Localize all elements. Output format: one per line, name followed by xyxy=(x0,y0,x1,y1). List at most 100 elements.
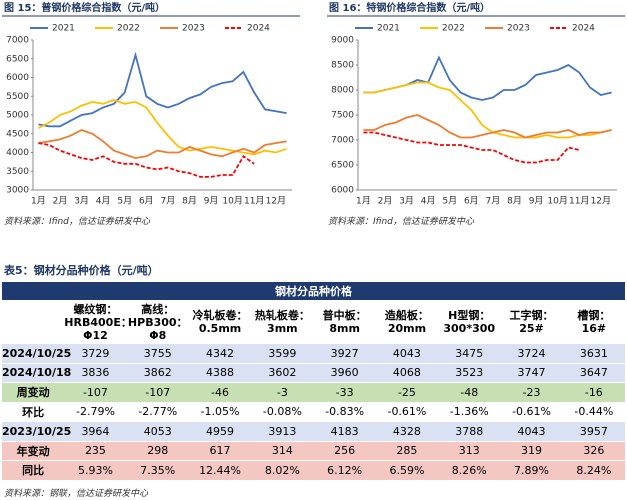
table-cell: -107 xyxy=(126,382,189,403)
legend-label: 2022 xyxy=(442,24,465,34)
table-caption: 钢材分品种价格 xyxy=(2,282,625,301)
x-tick-label: 9月 xyxy=(204,196,219,207)
charts: 图 15：普钢价格综合指数（元/吨） 3000 3500 4000 4500 5000 55… xyxy=(2,1,625,207)
header-cell: 造船板： 20mm xyxy=(375,300,439,344)
x-tick-label: 5月 xyxy=(117,196,132,207)
table-cell: 3960 xyxy=(313,363,376,383)
header-cell: 冷轧板卷： 0.5mm xyxy=(188,300,252,344)
table-cell: -48 xyxy=(438,382,501,403)
table-cell: 年变动 xyxy=(2,441,65,461)
table-cell: 4068 xyxy=(375,363,439,383)
table-cell: 313 xyxy=(438,441,501,461)
x-tick-label: 11月 xyxy=(244,196,264,207)
x-tick-label: 1月 xyxy=(356,196,371,207)
table-cell: 4183 xyxy=(313,421,376,442)
chart-title: 图 16：特钢价格综合指数（元/吨） xyxy=(329,1,490,14)
table-cell: 256 xyxy=(313,441,376,461)
table-row: 2023/10/25 3964 4053 4959 3913 4183 4328 3788 40… xyxy=(2,421,625,442)
table-cell: 3755 xyxy=(126,343,189,364)
y-tick-label: 9000 xyxy=(331,36,354,46)
table-cell: 4043 xyxy=(500,421,563,442)
table-cell: 4959 xyxy=(188,421,252,442)
table-row: 2024/10/25 3729 3755 4342 3599 3927 4043 3475 37… xyxy=(2,343,625,364)
table-cell: 2023/10/25 xyxy=(2,421,71,442)
table-cell: -1.36% xyxy=(438,402,501,422)
table-cell: 周变动 xyxy=(2,382,65,403)
table-cell: 3836 xyxy=(64,363,127,383)
table-row: 2024/10/18 3836 3862 4388 3602 3960 4068 3523 37… xyxy=(2,363,625,383)
legend-label: 2021 xyxy=(377,24,400,34)
x-tick-label: 9月 xyxy=(529,196,544,207)
price-table: 钢材分品种价格 螺纹钢： HRB400E： Φ12 高线： HPB300： Φ8 冷轧… xyxy=(2,282,625,481)
header-cell: 高线： HPB300： Φ8 xyxy=(126,300,189,344)
table-cell: 3729 xyxy=(64,343,127,364)
table-cell: 7.89% xyxy=(500,460,563,481)
table-cell: 环比 xyxy=(2,402,65,422)
header-cell xyxy=(2,300,65,344)
table-cell: 3631 xyxy=(562,343,625,364)
table-cell: 3724 xyxy=(500,343,563,364)
legend-label: 2023 xyxy=(507,24,530,34)
x-tick-label: 7月 xyxy=(486,196,501,207)
table-cell: 6.12% xyxy=(313,460,376,481)
x-tick-label: 6月 xyxy=(464,196,479,207)
table-cell: -2.77% xyxy=(126,402,189,422)
y-tick-label: 5000 xyxy=(6,111,29,121)
table-cell: -107 xyxy=(64,382,127,403)
table-cell: 326 xyxy=(562,441,625,461)
series-line xyxy=(38,51,287,128)
table-cell: 4388 xyxy=(188,363,252,383)
x-tick-label: 4月 xyxy=(421,196,436,207)
legend-label: 2023 xyxy=(182,24,205,34)
source: 资料来源：Ifind，信达证券研发中心 xyxy=(328,217,474,227)
x-tick-label: 10月 xyxy=(547,196,567,207)
table-cell: 3747 xyxy=(500,363,563,383)
x-tick-label: 8月 xyxy=(507,196,522,207)
table-cell: 3964 xyxy=(64,421,127,442)
table-cell: 3927 xyxy=(313,343,376,364)
x-tick-label: 2月 xyxy=(53,196,68,207)
table-cell: 298 xyxy=(126,441,189,461)
x-tick-label: 11月 xyxy=(569,196,589,207)
y-tick-label: 7000 xyxy=(6,36,29,46)
table-cell: 235 xyxy=(64,441,127,461)
header-row: 螺纹钢： HRB400E： Φ12 高线： HPB300： Φ8 冷轧板卷： 0.5… xyxy=(2,300,625,344)
table-cell: 285 xyxy=(375,441,439,461)
header-cell: 槽钢： 16# xyxy=(562,300,625,344)
series-line xyxy=(37,99,287,156)
table-cell: 5.93% xyxy=(64,460,127,481)
caption-row: 钢材分品种价格 xyxy=(2,282,625,301)
series-line xyxy=(363,81,612,139)
y-tick-label: 6000 xyxy=(6,73,29,83)
x-tick-label: 12月 xyxy=(266,196,286,207)
table-cell: 3788 xyxy=(438,421,501,442)
y-tick-label: 3000 xyxy=(6,186,29,196)
legend-label: 2021 xyxy=(52,24,75,34)
table-cell: -0.44% xyxy=(562,402,625,422)
table-cell: -33 xyxy=(313,382,376,403)
table-cell: -25 xyxy=(375,382,439,403)
y-tick-label: 7000 xyxy=(331,136,354,146)
footer: 资料来源：钢联，信达证券研发中心 xyxy=(4,489,149,499)
table-cell: -16 xyxy=(562,382,625,403)
series-line xyxy=(38,129,287,160)
table-cell: 7.35% xyxy=(126,460,189,481)
table-cell: 3913 xyxy=(251,421,314,442)
table-title: 表5：钢材分品种价格（元/吨） xyxy=(4,264,159,277)
table-cell: 3862 xyxy=(126,363,189,383)
y-tick-label: 7500 xyxy=(331,111,354,121)
table-cell: 314 xyxy=(251,441,314,461)
table-cell: 4053 xyxy=(126,421,189,442)
y-tick-label: 4000 xyxy=(6,148,29,158)
table-cell: -0.83% xyxy=(313,402,376,422)
y-tick-label: 5500 xyxy=(6,92,29,102)
table-cell: -0.61% xyxy=(375,402,439,422)
x-tick-label: 3月 xyxy=(74,196,89,207)
table-cell: 同比 xyxy=(2,460,65,481)
table-row: 年变动 235 298 617 314 256 285 313 319 326 xyxy=(2,441,625,461)
table-cell: -1.05% xyxy=(188,402,252,422)
table-cell: -23 xyxy=(500,382,563,403)
series-line xyxy=(363,114,612,139)
table-cell: 8.26% xyxy=(438,460,501,481)
table-cell: 2024/10/18 xyxy=(2,363,71,383)
